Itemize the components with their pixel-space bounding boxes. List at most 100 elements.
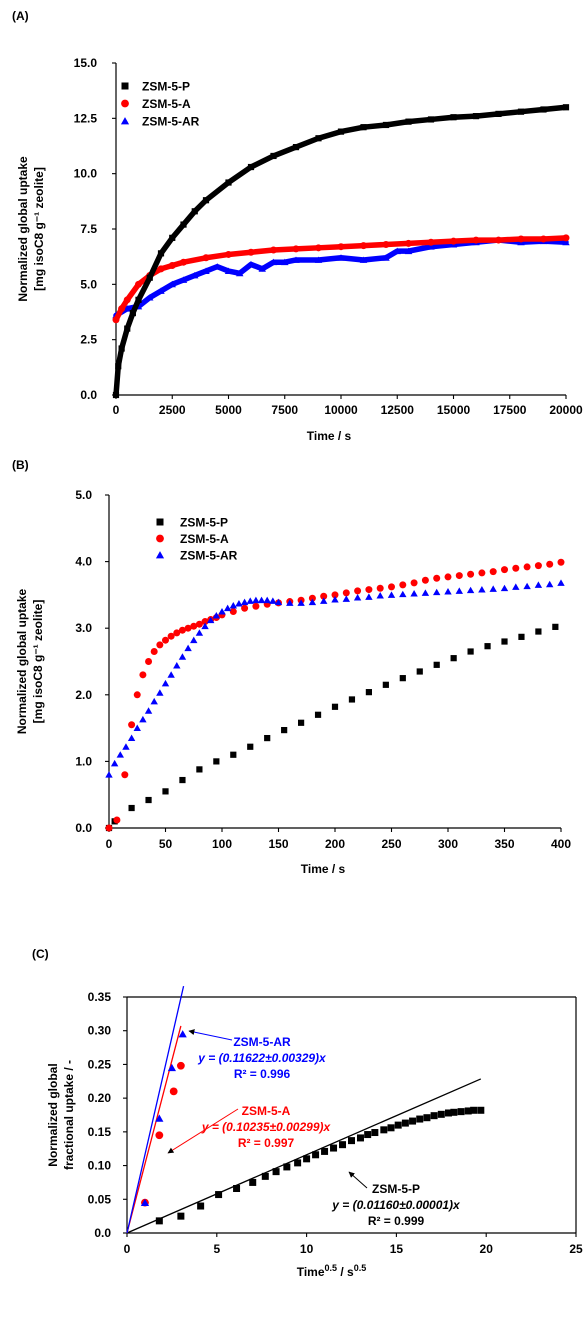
data-point [110, 759, 119, 767]
data-point [261, 1172, 269, 1180]
data-point [399, 590, 407, 598]
data-point [534, 581, 543, 588]
y-tick-label: 2.5 [80, 333, 97, 347]
data-point [382, 254, 390, 261]
data-point [122, 743, 130, 750]
data-point [382, 681, 389, 688]
data-point [139, 671, 147, 679]
data-point [470, 1106, 478, 1114]
data-point [167, 1063, 176, 1072]
x-axis-title: Time0.5 / s0.5 [297, 1263, 367, 1279]
data-point [546, 560, 554, 568]
data-point [263, 596, 271, 604]
y-tick-label: 0.05 [88, 1192, 112, 1206]
data-point [229, 602, 237, 609]
data-point [272, 1168, 280, 1176]
data-point [477, 1106, 485, 1114]
data-point [466, 586, 475, 594]
fit-r-squared: R² = 0.997 [238, 1136, 295, 1150]
y-tick-label: 15.0 [74, 56, 98, 70]
x-tick-label: 0 [124, 1242, 131, 1256]
data-point [337, 128, 345, 135]
x-tick-label: 400 [551, 837, 571, 851]
fit-series-label: ZSM-5-AR [233, 1035, 291, 1049]
x-tick-label: 0 [106, 837, 113, 851]
data-point [359, 256, 368, 263]
data-point [252, 596, 260, 604]
data-point [464, 1107, 472, 1115]
y-axis-title-line1: Normalized global uptake [15, 588, 29, 734]
data-point [292, 245, 300, 253]
data-point [552, 623, 559, 630]
panel-label: (C) [32, 947, 49, 961]
data-point [387, 591, 396, 598]
data-point [416, 668, 423, 675]
data-point [195, 620, 203, 628]
data-point [167, 632, 175, 640]
y-tick-label: 0.0 [75, 821, 92, 835]
data-point [450, 237, 457, 245]
data-point [179, 276, 188, 283]
x-tick-label: 15000 [437, 403, 471, 417]
data-point [455, 572, 463, 580]
series-zsm-5-ar [112, 236, 570, 319]
y-tick-label: 7.5 [80, 222, 97, 236]
data-point [121, 771, 129, 779]
legend: ZSM-5-P ZSM-5-A ZSM-5-AR [120, 80, 200, 129]
data-point [331, 703, 339, 710]
y-tick-label: 5.0 [75, 488, 92, 502]
data-point [382, 121, 390, 129]
data-point [240, 598, 249, 606]
data-point [178, 653, 187, 660]
data-point [337, 243, 345, 251]
data-point [534, 562, 542, 570]
data-point [427, 116, 435, 123]
data-point [484, 643, 491, 650]
data-point [365, 689, 372, 696]
data-point [394, 1121, 402, 1129]
data-point [433, 661, 440, 668]
data-point [195, 629, 204, 636]
data-point [365, 586, 373, 594]
y-tick-label: 3.0 [75, 621, 92, 635]
legend-marker [156, 534, 164, 543]
data-point [342, 595, 350, 602]
data-point [405, 239, 412, 247]
data-point [180, 258, 187, 266]
x-tick-label: 100 [212, 837, 232, 851]
data-point [157, 265, 165, 273]
data-point [169, 234, 176, 241]
data-point [115, 363, 122, 370]
data-point [281, 258, 289, 266]
data-point [444, 1109, 452, 1117]
data-point [264, 734, 271, 742]
data-point [177, 1212, 185, 1220]
data-point [433, 588, 441, 596]
data-point [146, 274, 153, 281]
data-point [145, 796, 152, 804]
data-point [123, 305, 131, 312]
x-tick-label: 5 [213, 1242, 220, 1256]
x-tick-label: 20000 [549, 403, 583, 417]
data-point [269, 258, 278, 266]
data-point [180, 221, 187, 228]
data-point [360, 242, 367, 250]
data-point [133, 724, 141, 732]
data-point [376, 592, 384, 599]
data-point [427, 238, 435, 246]
data-point [518, 633, 525, 640]
data-point [535, 628, 542, 635]
y-tick-label: 4.0 [75, 555, 92, 569]
y-axis-title-line1: Normalized global uptake [16, 156, 30, 302]
x-tick-label: 2500 [159, 403, 186, 417]
y-tick-label: 2.0 [75, 688, 92, 702]
data-point [112, 391, 120, 399]
data-point [380, 1126, 388, 1134]
x-axis-title: Time / s [301, 862, 346, 876]
data-point [129, 310, 136, 317]
data-point [135, 280, 142, 288]
y-axis-title-line2: fractional uptake / - [62, 1060, 76, 1170]
y-tick-label: 12.5 [74, 111, 98, 125]
fit-line [126, 986, 185, 1234]
annotation-arrow [348, 1171, 368, 1189]
